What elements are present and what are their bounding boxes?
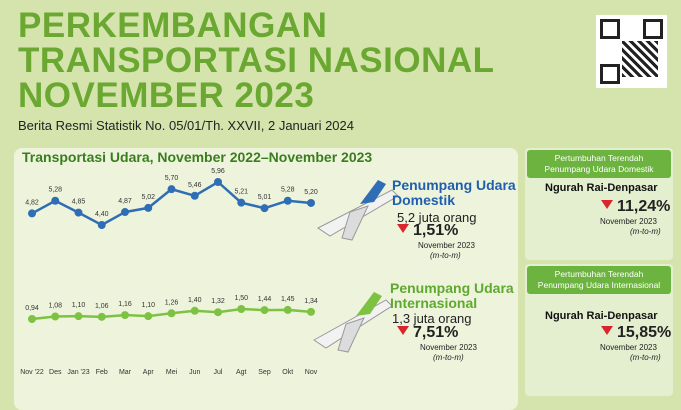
marker: [307, 198, 315, 207]
x-tick-label: Mar: [119, 369, 132, 376]
plane-domestic: [317, 180, 399, 241]
marker: [51, 196, 60, 205]
marker: [237, 305, 246, 313]
basis: (m-to-m): [630, 227, 661, 236]
marker: [237, 198, 246, 207]
change: 15,85%: [601, 324, 671, 342]
chart-title: Transportasi Udara, November 2022–Novemb…: [22, 149, 372, 165]
value-label: 4,82: [25, 199, 39, 206]
value-label: 5,02: [141, 194, 155, 201]
marker: [214, 178, 222, 186]
airport: Ngurah Rai-Denpasar: [545, 310, 658, 322]
value-label: 5,20: [304, 189, 318, 196]
airport: Ngurah Rai-Denpasar: [545, 182, 658, 194]
x-tick-label: Feb: [96, 369, 108, 376]
card-heading: Pertumbuhan Terendah Penumpang Udara Int…: [527, 266, 671, 294]
series-label: Penumpang Udara Internasional: [390, 280, 514, 311]
x-tick-label: Nov '22: [20, 369, 44, 376]
period: November 2023: [420, 343, 477, 352]
value-label: 1,44: [258, 296, 272, 303]
x-tick-label: Nov: [305, 369, 318, 376]
value-label: 5,28: [48, 187, 62, 194]
value-label: 5,21: [234, 189, 248, 196]
change: 7,51%: [397, 324, 458, 342]
value-label: 1,45: [281, 296, 295, 303]
marker: [283, 196, 292, 205]
marker: [144, 203, 153, 212]
marker: [74, 312, 83, 321]
value-label: 1,16: [118, 301, 132, 308]
marker: [51, 312, 60, 321]
change: 11,24%: [601, 198, 670, 216]
value-label: 5,01: [258, 194, 272, 201]
x-tick-label: Jan '23: [67, 369, 89, 376]
value-label: 1,06: [95, 303, 109, 310]
marker: [283, 305, 292, 314]
period: November 2023: [418, 241, 475, 250]
marker: [97, 221, 106, 229]
marker: [260, 204, 269, 213]
marker: [121, 311, 129, 320]
title-line: NOVEMBER 2023: [18, 76, 315, 115]
marker: [167, 309, 176, 318]
title: PERKEMBANGAN TRANSPORTASI NASIONAL NOVEM…: [18, 8, 495, 113]
chart-panel: [14, 148, 518, 410]
amount: 1,3 juta orang: [392, 311, 472, 326]
marker: [74, 208, 83, 217]
value-label: 1,10: [72, 302, 86, 309]
marker: [28, 209, 36, 218]
page: PERKEMBANGAN TRANSPORTASI NASIONAL NOVEM…: [0, 0, 681, 400]
marker: [260, 306, 269, 315]
value-label: 5,96: [211, 168, 225, 175]
value-label: 1,50: [234, 295, 248, 302]
marker: [190, 306, 199, 315]
value-label: 5,70: [165, 175, 179, 182]
value-label: 5,28: [281, 187, 295, 194]
basis: (m-to-m): [430, 251, 461, 260]
x-tick-label: Jul: [214, 369, 223, 376]
value-label: 4,40: [95, 211, 109, 218]
marker: [307, 307, 315, 316]
x-tick-label: Okt: [282, 369, 293, 376]
value-label: 5,46: [188, 182, 202, 189]
x-tick-label: Des: [49, 369, 62, 376]
x-tick-label: Mei: [166, 369, 178, 376]
marker: [97, 312, 106, 321]
value-label: 1,08: [48, 303, 62, 310]
qr-code: [596, 15, 667, 88]
marker: [144, 312, 153, 321]
period: November 2023: [600, 217, 657, 226]
value-label: 4,87: [118, 198, 132, 205]
series-label: Penumpang Udara Domestik: [392, 177, 516, 208]
value-label: 1,32: [211, 298, 225, 305]
subtitle: Berita Resmi Statistik No. 05/01/Th. XXV…: [18, 118, 354, 133]
card: Pertumbuhan Terendah Penumpang Udara Dom…: [525, 148, 673, 260]
value-label: 0,94: [25, 305, 39, 312]
title-line: PERKEMBANGAN: [18, 6, 328, 45]
basis: (m-to-m): [630, 353, 661, 362]
value-label: 1,26: [165, 299, 179, 306]
marker: [214, 308, 222, 317]
marker: [121, 208, 129, 217]
x-tick-label: Jun: [189, 369, 200, 376]
title-line: TRANSPORTASI NASIONAL: [18, 41, 495, 80]
x-tick-label: Apr: [143, 369, 155, 376]
basis: (m-to-m): [433, 353, 464, 362]
x-tick-label: Agt: [236, 369, 247, 376]
value-label: 1,10: [141, 302, 155, 309]
change: 1,51%: [397, 222, 458, 240]
value-label: 4,85: [72, 199, 86, 206]
card-heading: Pertumbuhan Terendah Penumpang Udara Dom…: [527, 150, 671, 178]
marker: [167, 185, 176, 194]
value-label: 1,40: [188, 297, 202, 304]
period: November 2023: [600, 343, 657, 352]
plane-international: [313, 292, 393, 353]
card: Pertumbuhan Terendah Penumpang Udara Int…: [525, 264, 673, 396]
marker: [28, 315, 36, 323]
x-tick-label: Sep: [258, 369, 271, 376]
value-label: 1,34: [304, 298, 318, 305]
marker: [190, 191, 199, 200]
